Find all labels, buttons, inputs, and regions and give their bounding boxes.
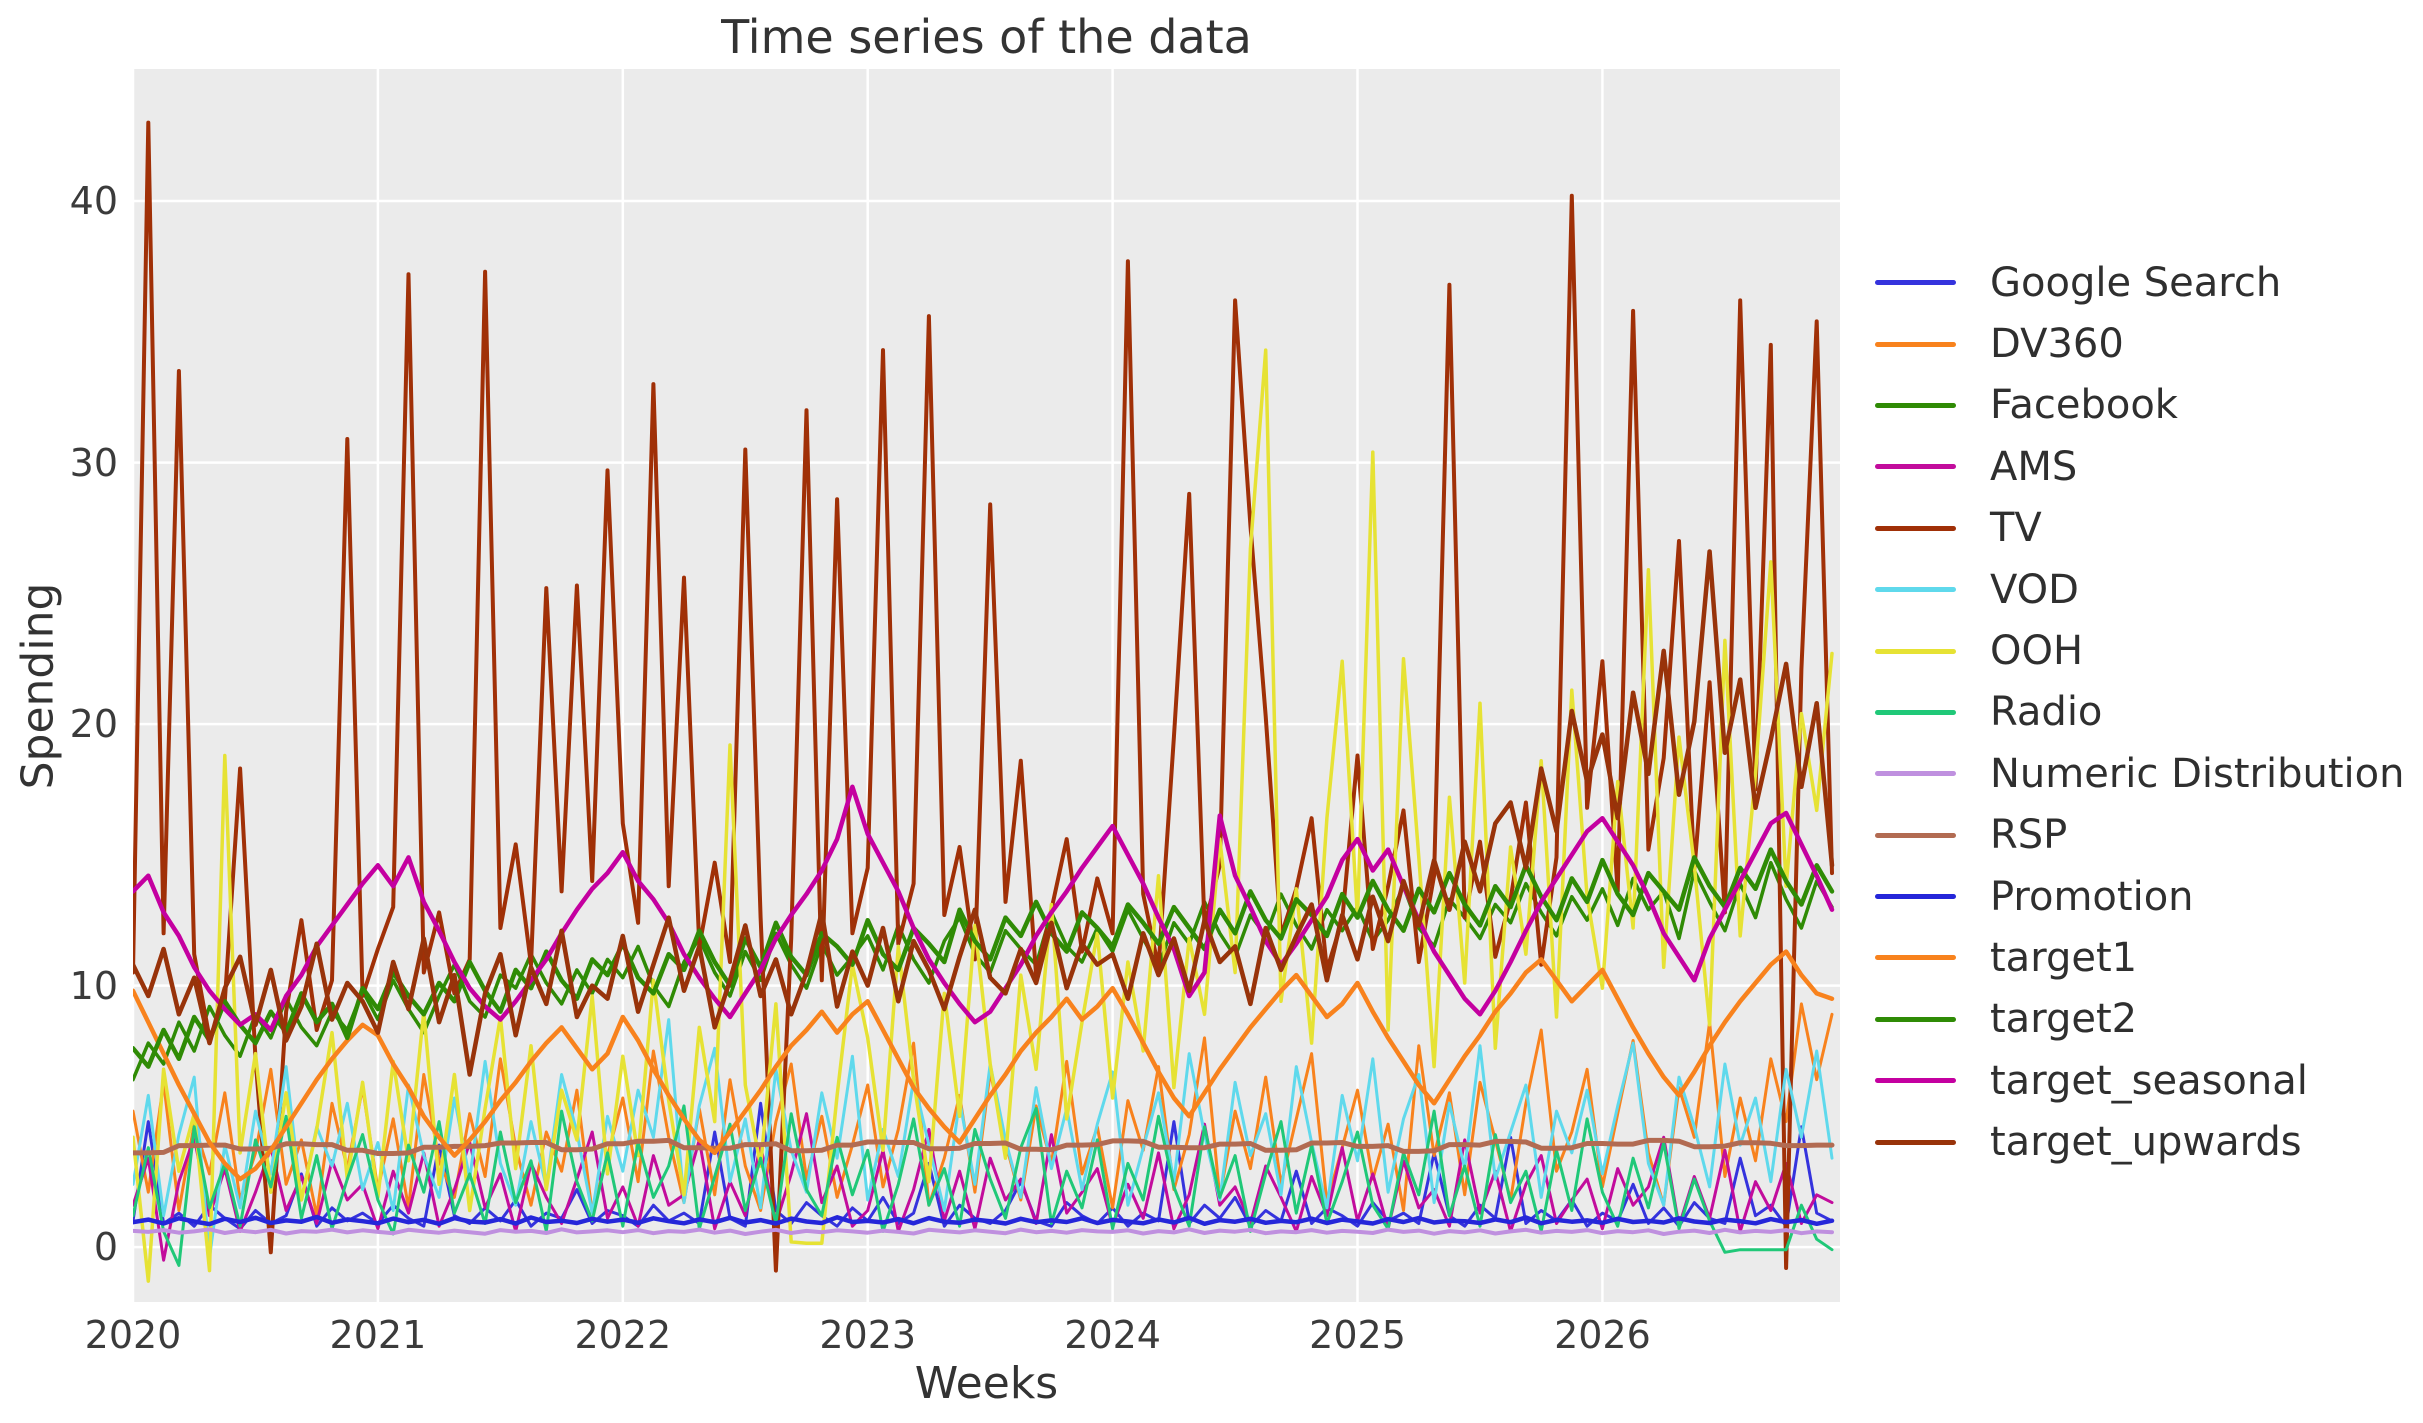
y-tick-label: 0 — [93, 1225, 118, 1270]
legend-label: target1 — [1990, 934, 2138, 981]
y-axis-label: Spending — [12, 582, 64, 790]
legend-label: TV — [1990, 505, 2042, 552]
series-line-target-seasonal — [133, 784, 1835, 1033]
legend-label: VOD — [1990, 566, 2079, 613]
legend-item: AMS — [1875, 436, 2404, 497]
legend-label: Radio — [1990, 689, 2103, 736]
legend-swatch — [1875, 1016, 1956, 1022]
x-tick-label: 2020 — [84, 1313, 182, 1357]
legend-item: Promotion — [1875, 866, 2404, 927]
legend-swatch — [1875, 341, 1956, 347]
y-tick-label: 20 — [69, 702, 118, 747]
legend-swatch — [1875, 464, 1956, 470]
legend-label: RSP — [1990, 812, 2068, 859]
legend-item: Facebook — [1875, 375, 2404, 436]
legend-item: Radio — [1875, 682, 2404, 743]
legend-item: target2 — [1875, 989, 2404, 1050]
legend-swatch — [1875, 648, 1956, 654]
series-line-target1 — [133, 949, 1835, 1182]
legend-item: target1 — [1875, 927, 2404, 988]
legend-swatch — [1875, 832, 1956, 838]
legend-item: RSP — [1875, 805, 2404, 866]
legend-item: TV — [1875, 498, 2404, 559]
series-lines — [133, 120, 1835, 1283]
legend-swatch — [1875, 709, 1956, 715]
gridlines — [131, 69, 1840, 1302]
series-line-rsp — [133, 1137, 1835, 1156]
x-tick-label: 2022 — [574, 1313, 672, 1357]
series-line-numeric-distribution — [133, 1227, 1834, 1236]
x-tick-label: 2026 — [1554, 1313, 1651, 1357]
y-tick-label: 40 — [69, 179, 118, 224]
legend-label: Numeric Distribution — [1990, 750, 2405, 797]
legend-label: Promotion — [1990, 873, 2194, 920]
series-line-target-upwards — [133, 549, 1835, 1077]
x-tick-label: 2021 — [329, 1313, 427, 1357]
series-line-vod — [133, 1018, 1834, 1259]
legend-item: target_seasonal — [1875, 1050, 2404, 1111]
legend-swatch — [1875, 894, 1956, 900]
legend-swatch — [1875, 525, 1956, 531]
legend-swatch — [1875, 587, 1956, 593]
legend-item: target_upwards — [1875, 1111, 2404, 1172]
series-line-promotion — [133, 1214, 1835, 1227]
legend-swatch — [1875, 1139, 1956, 1145]
chart-title: Time series of the data — [721, 10, 1252, 64]
series-line-radio — [133, 1104, 1834, 1267]
legend-swatch — [1875, 771, 1956, 777]
legend-label: target_seasonal — [1990, 1057, 2308, 1104]
legend-swatch — [1875, 402, 1956, 408]
legend-label: OOH — [1990, 628, 2084, 675]
legend-item: Google Search — [1875, 252, 2404, 313]
legend: Google Search DV360 Facebook AMS TV VOD OOH Rad… — [1875, 252, 2404, 1173]
legend-swatch — [1875, 955, 1956, 961]
legend-item: VOD — [1875, 559, 2404, 620]
x-tick-label: 2024 — [1064, 1313, 1161, 1357]
y-tick-label: 30 — [69, 440, 118, 485]
legend-item: OOH — [1875, 620, 2404, 681]
x-axis-label: Weeks — [914, 1358, 1059, 1409]
legend-label: Facebook — [1990, 382, 2178, 429]
legend-label: target_upwards — [1990, 1119, 2302, 1166]
legend-label: Google Search — [1990, 259, 2282, 306]
legend-label: target2 — [1990, 996, 2138, 1043]
legend-swatch — [1875, 1078, 1956, 1084]
legend-label: DV360 — [1990, 321, 2124, 368]
x-tick-label: 2025 — [1309, 1313, 1406, 1357]
x-tick-label: 2023 — [819, 1313, 917, 1357]
legend-label: AMS — [1990, 443, 2078, 490]
y-tick-label: 10 — [69, 963, 118, 1008]
legend-item: Numeric Distribution — [1875, 743, 2404, 804]
legend-swatch — [1875, 280, 1956, 286]
legend-item: DV360 — [1875, 313, 2404, 374]
